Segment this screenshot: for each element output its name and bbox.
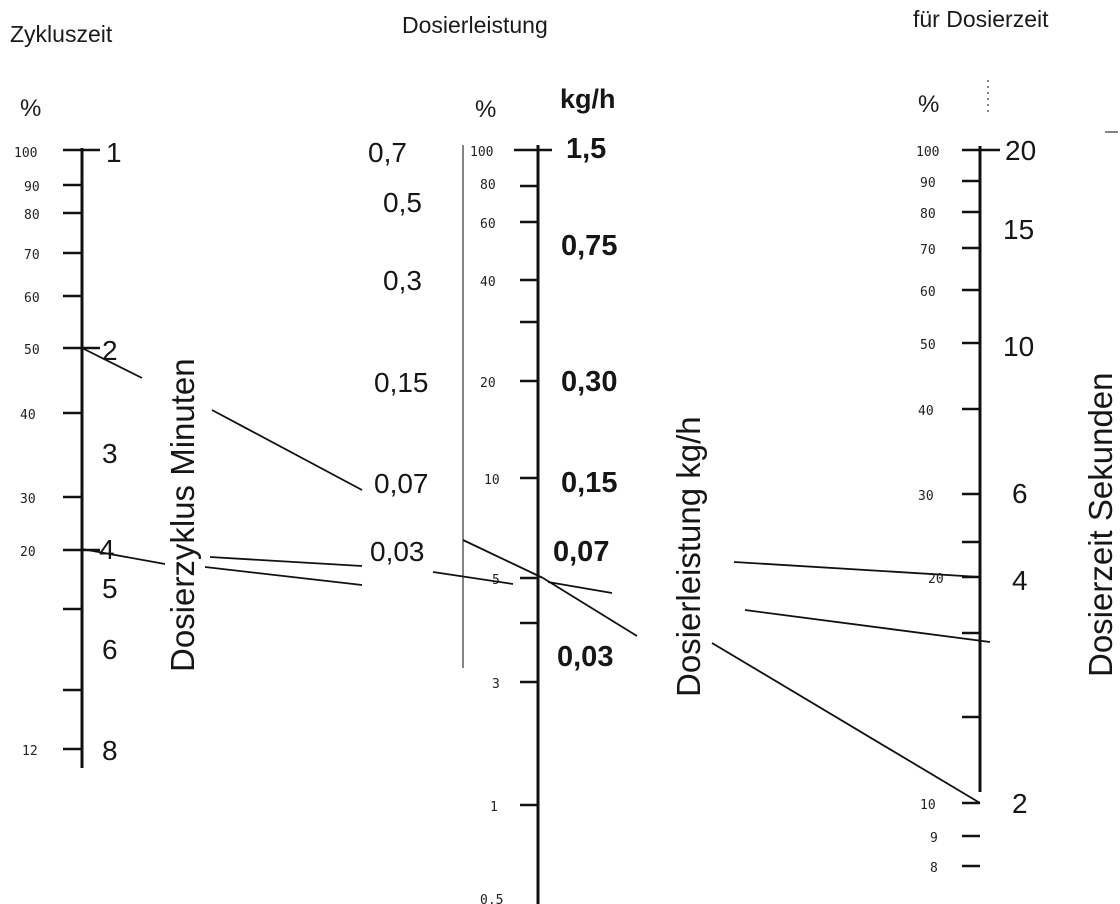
cycle-pct-label: 70 bbox=[24, 248, 40, 263]
dose-pct-label: 80 bbox=[920, 207, 936, 222]
cycle-minute-label: 3 bbox=[102, 438, 118, 469]
rate-side-value: 0,5 bbox=[383, 187, 422, 218]
isopleth-line bbox=[81, 347, 143, 379]
dose-pct-label: 8 bbox=[930, 861, 938, 876]
rate-pct-label: 10 bbox=[484, 473, 500, 488]
dose-percent-label: % bbox=[918, 91, 939, 118]
dose-pct-label: 9 bbox=[930, 831, 938, 846]
cycle-axis-ticks bbox=[63, 148, 100, 751]
rate-pct-label: 40 bbox=[480, 275, 496, 290]
rate-pct-label: 60 bbox=[480, 217, 496, 232]
cycle-pct-label: 80 bbox=[24, 208, 40, 223]
rate-pct-label: 20 bbox=[480, 376, 496, 391]
dose-percent-labels: 100 90 80 70 60 50 40 30 20 10 9 8 bbox=[916, 145, 944, 876]
rate-side-values: 0,7 0,5 0,3 0,15 0,07 0,03 bbox=[368, 137, 429, 567]
cycle-percent-labels: 100 90 80 70 60 50 40 30 20 12 bbox=[14, 146, 40, 759]
rate-vertical-title: Dosierleistung kg/h bbox=[670, 416, 707, 697]
isopleth-line bbox=[204, 566, 363, 586]
dose-second-label: 2 bbox=[1012, 788, 1028, 819]
cycle-pct-label: 40 bbox=[20, 408, 36, 423]
rate-percent-labels: 100 80 60 40 20 10 5 3 1 0,5 bbox=[470, 145, 503, 904]
isopleth-line bbox=[81, 548, 166, 565]
rate-pct-label: 5 bbox=[492, 573, 500, 588]
dose-second-label: 6 bbox=[1012, 478, 1028, 509]
rate-pct-label: 1 bbox=[490, 800, 498, 815]
rate-side-value: 0,03 bbox=[370, 536, 425, 567]
header-cycle-time: Zykluszeit bbox=[10, 21, 113, 47]
dose-pct-label: 70 bbox=[920, 243, 936, 258]
cycle-pct-label: 50 bbox=[24, 343, 40, 358]
rate-kgh-value: 0,03 bbox=[557, 641, 613, 673]
rate-percent-label: % bbox=[475, 96, 496, 123]
cycle-pct-label: 30 bbox=[20, 492, 36, 507]
cycle-minute-label: 2 bbox=[102, 335, 118, 366]
rate-pct-label: 100 bbox=[470, 145, 493, 160]
cycle-percent-label: % bbox=[20, 95, 41, 122]
rate-pct-label: 3 bbox=[492, 677, 500, 692]
dose-second-labels: 20 15 10 6 4 2 bbox=[1003, 135, 1036, 819]
cycle-pct-label: 100 bbox=[14, 146, 37, 161]
dose-second-label: 10 bbox=[1003, 331, 1034, 362]
dose-pct-label: 60 bbox=[920, 285, 936, 300]
rate-kgh-values: 1,5 0,75 0,30 0,15 0,07 0,03 bbox=[553, 133, 617, 673]
dose-second-label: 20 bbox=[1005, 135, 1036, 166]
rate-side-value: 0,3 bbox=[383, 265, 422, 296]
cycle-minute-label: 8 bbox=[102, 735, 118, 766]
rate-kgh-value: 0,15 bbox=[561, 467, 617, 499]
cycle-pct-label: 12 bbox=[22, 744, 38, 759]
dose-second-label: 4 bbox=[1012, 565, 1028, 596]
isopleth-line bbox=[711, 642, 981, 804]
dose-pct-label: 100 bbox=[916, 145, 939, 160]
rate-kgh-value: 0,07 bbox=[553, 536, 609, 568]
header-dosing-time: für Dosierzeit bbox=[913, 6, 1049, 32]
dose-pct-label: 40 bbox=[918, 404, 934, 419]
rate-kgh-value: 0,75 bbox=[561, 230, 617, 262]
isopleth-line bbox=[733, 561, 981, 578]
cycle-minute-label: 6 bbox=[102, 634, 118, 665]
rate-side-value: 0,15 bbox=[374, 367, 429, 398]
dose-pct-label: 10 bbox=[920, 798, 936, 813]
header-dosing-rate: Dosierleistung bbox=[402, 12, 548, 38]
rate-kgh-value: 0,30 bbox=[561, 366, 617, 398]
rate-pct-label: 80 bbox=[480, 178, 496, 193]
isopleth-line bbox=[209, 556, 363, 567]
isopleth-line bbox=[432, 571, 514, 585]
dose-pct-label: 90 bbox=[920, 176, 936, 191]
isopleth-lines bbox=[81, 347, 991, 804]
rate-side-value: 0,07 bbox=[374, 468, 429, 499]
isopleth-line bbox=[547, 581, 613, 594]
isopleth-line bbox=[211, 409, 363, 491]
dose-axis-ticks bbox=[962, 148, 1000, 868]
rate-kgh-label: kg/h bbox=[560, 84, 616, 114]
rate-side-value: 0,7 bbox=[368, 137, 407, 168]
rate-pct-label: 0,5 bbox=[480, 893, 503, 904]
isopleth-line bbox=[462, 539, 544, 579]
cycle-minute-label: 1 bbox=[106, 137, 122, 168]
dose-vertical-title: Dosierzeit Sekunden bbox=[1082, 372, 1119, 677]
isopleth-line bbox=[744, 609, 991, 643]
dose-pct-label: 50 bbox=[920, 338, 936, 353]
rate-kgh-value: 1,5 bbox=[566, 133, 606, 165]
cycle-pct-label: 90 bbox=[24, 180, 40, 195]
cycle-pct-label: 20 bbox=[20, 545, 36, 560]
dose-pct-label: 30 bbox=[918, 489, 934, 504]
dose-pct-label: 20 bbox=[928, 572, 944, 587]
isopleth-line bbox=[542, 577, 638, 637]
cycle-minute-label: 4 bbox=[99, 534, 115, 565]
cycle-vertical-title: Dosierzyklus Minuten bbox=[164, 358, 201, 672]
cycle-minute-label: 5 bbox=[102, 573, 118, 604]
rate-axis-ticks bbox=[514, 148, 552, 807]
dose-second-label: 15 bbox=[1003, 214, 1034, 245]
cycle-pct-label: 60 bbox=[24, 291, 40, 306]
cycle-minute-labels: 1 2 3 4 5 6 8 bbox=[99, 137, 122, 766]
